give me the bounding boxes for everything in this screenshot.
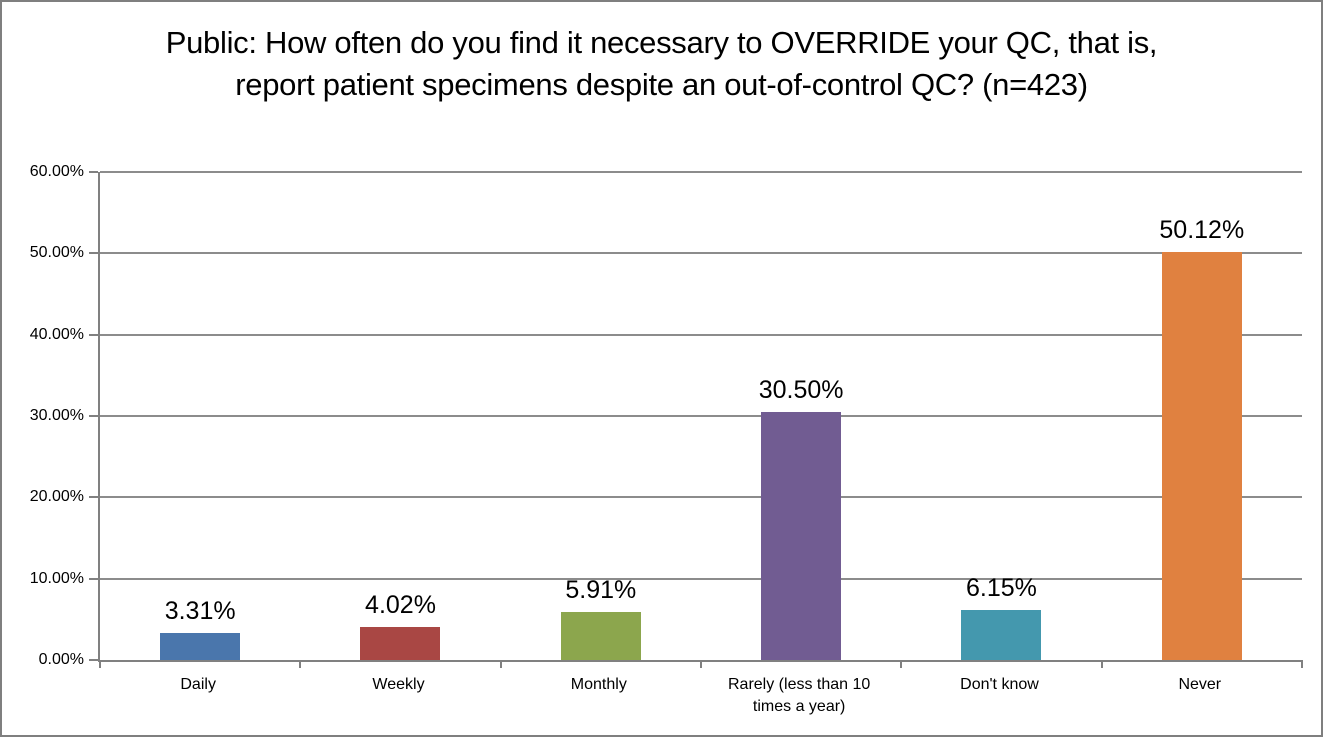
data-label: 4.02% bbox=[365, 591, 436, 620]
y-axis-tick-mark bbox=[89, 659, 98, 661]
y-axis-tick-label: 10.00% bbox=[29, 569, 84, 587]
category-label: Weekly bbox=[372, 676, 425, 693]
bar-weekly bbox=[360, 627, 441, 660]
category-label: Monthly bbox=[570, 676, 627, 693]
chart-title: Public: How often do you find it necessa… bbox=[165, 25, 1158, 102]
gridline bbox=[100, 333, 1302, 336]
bar-column: 50.12% bbox=[1102, 172, 1302, 660]
category-label: Daily bbox=[180, 676, 216, 693]
gridline bbox=[100, 252, 1302, 255]
y-axis-tick-label: 40.00% bbox=[29, 325, 84, 343]
bar-never bbox=[1161, 252, 1242, 660]
x-axis-tick-mark bbox=[1301, 660, 1303, 668]
bar-rarely-less-than-10-times-a-year bbox=[761, 411, 842, 660]
gridline bbox=[100, 496, 1302, 499]
x-axis-tick-mark bbox=[900, 660, 903, 668]
y-axis-tick-label: 30.00% bbox=[29, 407, 84, 424]
y-axis-tick-label: 0.00% bbox=[38, 651, 84, 668]
y-axis-tick-label: 20.00% bbox=[29, 488, 84, 506]
x-axis-tick-mark bbox=[299, 660, 302, 668]
y-axis-tick-mark bbox=[89, 496, 98, 499]
bar-monthly bbox=[560, 611, 641, 660]
bar-don-t-know bbox=[961, 609, 1042, 660]
category-label: Rarely (less than 10 times a year) bbox=[728, 676, 871, 715]
y-axis-tick-label: 60.00% bbox=[29, 163, 84, 180]
category-label: Don't know bbox=[960, 676, 1039, 693]
data-label: 3.31% bbox=[164, 597, 236, 626]
y-axis-tick-mark bbox=[89, 252, 98, 255]
y-axis-tick-mark bbox=[89, 333, 98, 336]
bars-container: 3.31% 4.02% 5.91% 30.50% 6.15% 50.12% bbox=[100, 172, 1302, 660]
data-label: 5.91% bbox=[565, 575, 637, 604]
bar-column: 6.15% bbox=[901, 172, 1101, 660]
x-axis-tick-mark bbox=[700, 660, 702, 668]
x-axis-tick-mark bbox=[499, 660, 502, 668]
gridline bbox=[100, 415, 1302, 417]
y-axis-tick-mark bbox=[89, 577, 98, 580]
bar-column: 30.50% bbox=[701, 172, 901, 660]
plot-area: 3.31% 4.02% 5.91% 30.50% 6.15% 50.12% bbox=[89, 171, 1303, 668]
category-axis-labels: Daily Weekly Monthly Rarely (less than 10 t… bbox=[98, 674, 1300, 718]
gridline bbox=[100, 171, 1302, 173]
bar-column: 4.02% bbox=[300, 172, 500, 660]
x-axis-tick-mark bbox=[99, 660, 101, 668]
data-label: 50.12% bbox=[1159, 216, 1245, 245]
y-axis-tick-mark bbox=[89, 415, 98, 417]
data-label: 30.50% bbox=[758, 375, 844, 404]
gridline bbox=[100, 577, 1302, 580]
bar-column: 3.31% bbox=[100, 172, 300, 660]
bar-column: 5.91% bbox=[501, 172, 701, 660]
y-axis-tick-label: 50.00% bbox=[29, 244, 84, 262]
bar-daily bbox=[160, 633, 241, 660]
x-axis-tick-mark bbox=[1100, 660, 1103, 668]
data-label: 6.15% bbox=[966, 573, 1037, 602]
y-axis-tick-mark bbox=[89, 171, 98, 173]
category-label: Never bbox=[1178, 676, 1222, 693]
